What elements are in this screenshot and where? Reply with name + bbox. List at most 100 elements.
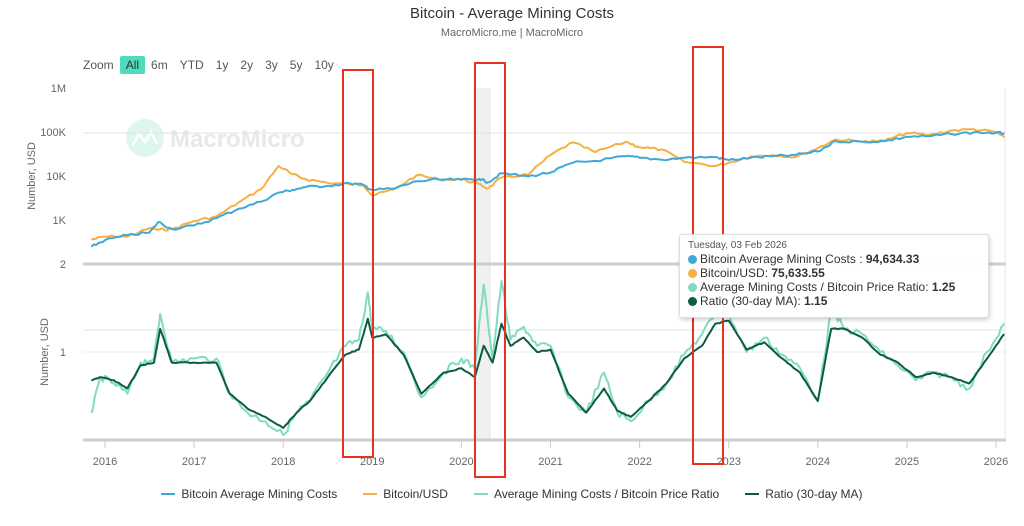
data-point <box>728 159 730 161</box>
data-point <box>843 328 846 330</box>
zoom-2y-button[interactable]: 2y <box>240 58 254 72</box>
series-dot-icon <box>688 297 697 306</box>
lower-y-axis-title: Number, USD <box>39 318 51 386</box>
data-point <box>603 387 605 390</box>
data-point <box>835 138 837 140</box>
data-point <box>327 185 329 187</box>
y-tick-label: 1K <box>53 215 67 227</box>
data-point <box>763 337 765 339</box>
data-point <box>950 133 953 135</box>
tooltip-row-mining-costs: Bitcoin Average Mining Costs : 94,634.33 <box>688 252 980 266</box>
watermark: MacroMicro <box>126 119 305 157</box>
data-point <box>665 382 667 385</box>
data-point <box>630 416 632 418</box>
legend-item-bitcoin-usd[interactable]: Bitcoin/USD <box>363 487 448 501</box>
data-point <box>367 318 369 320</box>
data-point <box>861 141 863 143</box>
zoom-all-button[interactable]: All <box>119 56 146 74</box>
data-point <box>104 239 106 241</box>
upper-y-axis-title: Number, USD <box>26 142 38 210</box>
zoom-ytd-button[interactable]: YTD <box>179 58 204 72</box>
data-point <box>567 393 569 395</box>
data-point <box>126 234 128 236</box>
legend-label: Ratio (30-day MA) <box>765 487 863 501</box>
data-point <box>487 187 489 190</box>
data-point <box>572 141 574 143</box>
data-point <box>861 337 863 339</box>
data-point <box>478 183 480 185</box>
zoom-range-selector: Zoom All 6m YTD 1y 2y 3y 5y 10y <box>83 56 340 74</box>
data-point <box>661 159 663 161</box>
data-point <box>483 345 485 347</box>
x-tick-label: 2026 <box>984 456 1008 468</box>
data-point <box>159 313 161 315</box>
zoom-3y-button[interactable]: 3y <box>265 58 278 72</box>
legend-item-ratio[interactable]: Average Mining Costs / Bitcoin Price Rat… <box>473 487 719 501</box>
legend-item-mining-costs[interactable]: Bitcoin Average Mining Costs <box>161 487 337 501</box>
data-point <box>327 376 329 378</box>
y-tick-label: 2 <box>60 259 66 271</box>
data-point <box>1003 136 1005 138</box>
data-point <box>282 427 284 429</box>
data-point <box>799 367 801 369</box>
data-point <box>683 357 685 360</box>
data-point <box>745 348 748 351</box>
data-point <box>594 160 596 162</box>
data-point <box>113 379 115 381</box>
data-point <box>193 357 195 360</box>
data-point <box>647 400 650 402</box>
zoom-5y-button[interactable]: 5y <box>289 58 303 72</box>
data-point <box>345 345 347 347</box>
legend-swatch-icon <box>473 493 488 495</box>
data-point <box>616 410 618 412</box>
zoom-6m-button[interactable]: 6m <box>151 58 168 72</box>
data-point <box>460 179 462 181</box>
zoom-10y-button[interactable]: 10y <box>314 58 334 72</box>
data-point <box>126 387 128 390</box>
data-point <box>420 393 422 395</box>
data-point <box>906 136 908 138</box>
watermark-text: MacroMicro <box>170 126 305 153</box>
data-point <box>527 173 529 176</box>
data-point <box>928 135 930 137</box>
data-point <box>986 351 988 353</box>
data-point <box>402 354 405 356</box>
zoom-1y-button[interactable]: 1y <box>215 58 229 72</box>
data-point <box>884 140 886 142</box>
tooltip-row-ratio-ma: Ratio (30-day MA): 1.15 <box>688 294 980 308</box>
data-point <box>238 208 240 210</box>
legend-item-ratio-ma[interactable]: Ratio (30-day MA) <box>745 487 863 501</box>
x-tick-label: 2022 <box>627 456 651 468</box>
data-point <box>193 362 195 364</box>
lower-y-ticks: 21 <box>60 259 66 359</box>
data-point <box>968 387 970 390</box>
watermark-logo-icon <box>126 119 164 157</box>
tooltip-row-bitcoin-usd: Bitcoin/USD: 75,633.55 <box>688 266 980 280</box>
tooltip-date: Tuesday, 03 Feb 2026 <box>688 240 787 251</box>
tooltip-value: 1.15 <box>804 294 828 308</box>
data-point <box>402 351 405 353</box>
data-point <box>950 376 953 378</box>
highlight-box-2019 <box>342 69 374 458</box>
data-point <box>585 412 587 414</box>
data-point <box>701 345 703 347</box>
data-point <box>327 372 329 374</box>
series-dot-icon <box>688 269 697 278</box>
data-point <box>91 412 93 414</box>
data-point <box>799 372 801 374</box>
data-point <box>1003 132 1005 134</box>
data-point <box>745 351 748 353</box>
data-point <box>157 229 160 231</box>
data-point <box>149 227 151 229</box>
data-point <box>509 345 511 347</box>
data-point <box>772 155 774 157</box>
data-point <box>879 354 881 356</box>
data-point <box>193 220 195 222</box>
data-point <box>91 245 93 248</box>
data-point <box>714 156 716 158</box>
legend-label: Bitcoin/USD <box>383 487 448 501</box>
data-point <box>549 171 552 174</box>
data-point <box>171 362 173 364</box>
data-point <box>500 177 503 179</box>
